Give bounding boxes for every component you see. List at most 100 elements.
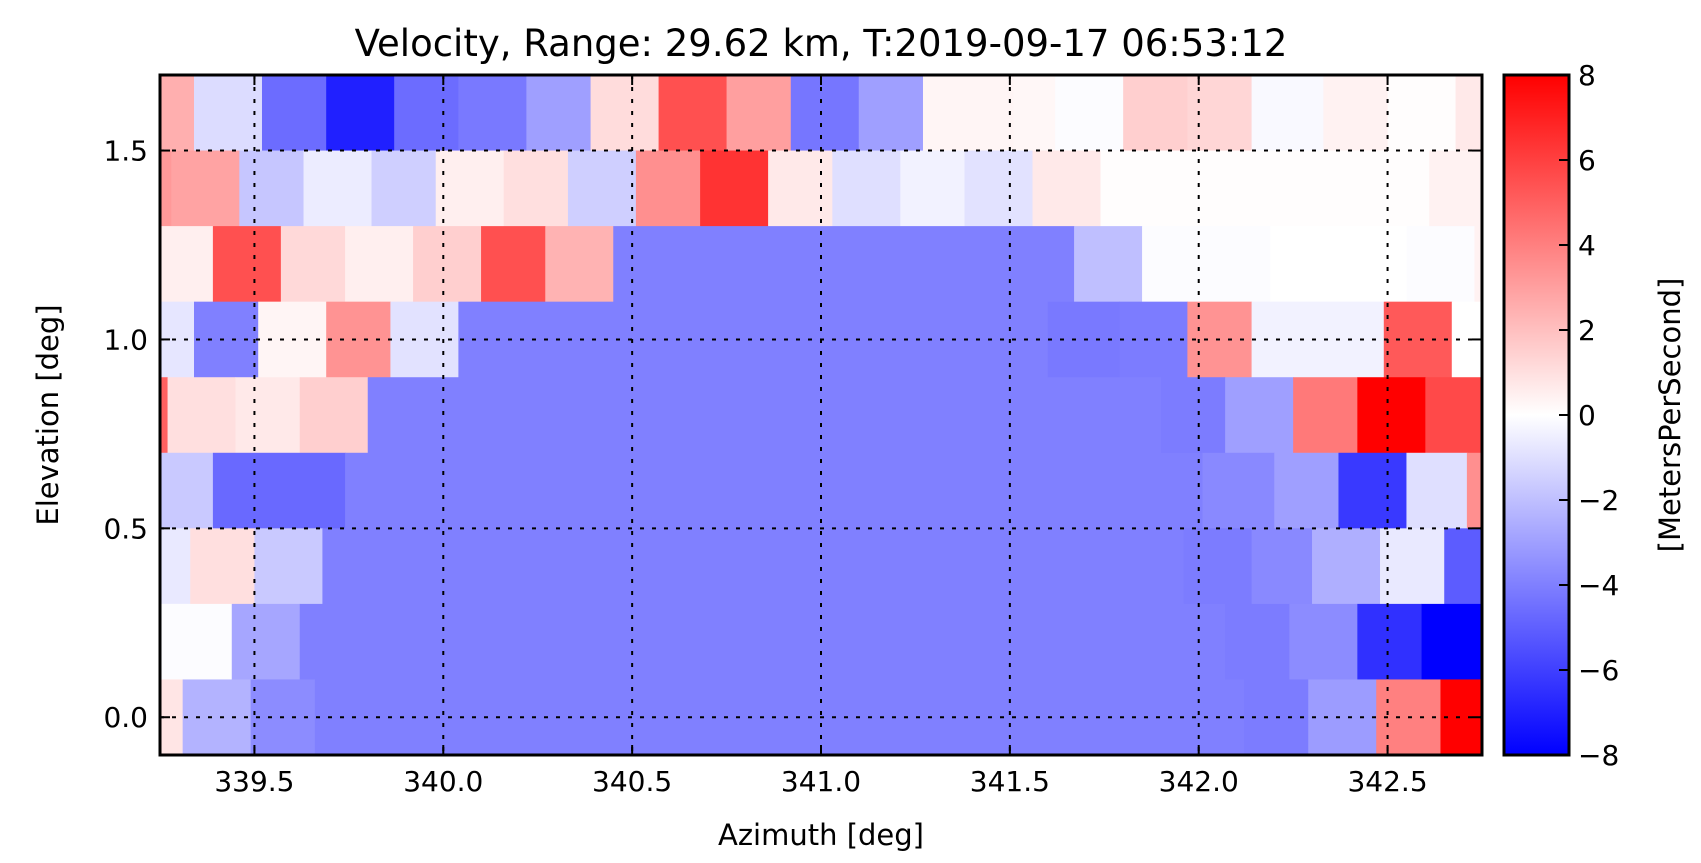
heatmap-cell: [1357, 377, 1426, 454]
heatmap-cell: [160, 75, 195, 152]
heatmap-cell: [503, 150, 569, 227]
heatmap-cell: [193, 301, 259, 378]
heatmap-cell: [1338, 452, 1407, 529]
heatmap-cell: [1293, 377, 1358, 454]
heatmap-cell: [458, 75, 527, 152]
heatmap-cell: [1444, 528, 1483, 605]
heatmap-cell: [303, 150, 373, 227]
heatmap-cell: [413, 226, 482, 303]
x-tick-label: 341.5: [970, 765, 1050, 798]
heatmap-cell: [235, 377, 301, 454]
colorbar-tick-label: −6: [1578, 654, 1619, 687]
heatmap-cell: [160, 150, 172, 227]
heatmap-cell: [435, 150, 505, 227]
heatmap-cell: [371, 150, 437, 227]
heatmap-cell: [1474, 226, 1483, 303]
heatmap-cell: [1455, 75, 1483, 152]
heatmap-cell: [900, 150, 966, 227]
x-tick-label: 342.0: [1159, 765, 1239, 798]
heatmap-cell: [1142, 226, 1271, 303]
heatmap-cell: [922, 75, 1015, 152]
heatmap-cell: [160, 452, 214, 529]
heatmap-cell: [1183, 528, 1253, 605]
heatmap-cell: [160, 377, 169, 454]
heatmap-cell: [726, 75, 792, 152]
colorbar-ticks: 8 6 4 2 0 −2 −4 −6 −8: [1559, 59, 1619, 772]
heatmap-cell: [1357, 603, 1423, 680]
heatmap-cell: [1383, 301, 1453, 378]
colorbar-tick-label: 6: [1578, 144, 1596, 177]
heatmap-cell: [1270, 226, 1407, 303]
heatmap-cell: [1013, 75, 1056, 152]
heatmap-cell: [1160, 377, 1226, 454]
heatmap-cell: [1466, 452, 1483, 529]
y-tick-label: 1.5: [103, 135, 148, 168]
heatmap-cell: [280, 226, 346, 303]
heatmap-cell: [367, 377, 1162, 454]
colorbar-tick-label: 4: [1578, 229, 1596, 262]
heatmap-cell: [1406, 452, 1468, 529]
colorbar-tick-label: −4: [1578, 569, 1619, 602]
heatmap-cell: [1074, 226, 1143, 303]
x-tick-label: 342.5: [1347, 765, 1427, 798]
heatmap-cell: [171, 150, 240, 227]
heatmap-cell: [1429, 150, 1483, 227]
heatmap-cell: [964, 150, 1034, 227]
heatmap-cell: [231, 603, 301, 680]
colorbar-tick-label: 2: [1578, 314, 1596, 347]
y-axis-label: Elevation [deg]: [31, 304, 65, 525]
heatmap-cell: [700, 150, 769, 227]
x-tick-label: 339.5: [214, 765, 294, 798]
heatmap-cell: [1387, 75, 1457, 152]
y-tick-label: 1.0: [103, 323, 148, 356]
heatmap-cell: [394, 75, 459, 152]
colorbar-tick-label: 0: [1578, 399, 1596, 432]
x-tick-label: 340.5: [592, 765, 672, 798]
heatmap-cell: [299, 603, 1226, 680]
heatmap-cell: [322, 528, 1185, 605]
x-tick-label: 340.0: [403, 765, 483, 798]
heatmap-cell: [345, 226, 414, 303]
heatmap-cell: [1123, 75, 1188, 152]
heatmap-cell: [314, 679, 1245, 756]
heatmap-cell: [1055, 75, 1124, 152]
x-tick-label: 341.0: [781, 765, 861, 798]
colorbar: [1502, 73, 1571, 757]
heatmap-cell: [160, 226, 214, 303]
y-tick-label: 0.5: [103, 512, 148, 545]
heatmap-cell: [1308, 679, 1377, 756]
heatmap-cell: [160, 528, 191, 605]
heatmap-cell: [167, 377, 237, 454]
heatmap-cell: [193, 75, 263, 152]
heatmap-cell: [1406, 226, 1475, 303]
heatmap-cell: [1100, 150, 1430, 227]
heatmap-cell: [345, 452, 1203, 529]
heatmap-cell: [858, 75, 924, 152]
heatmap-cell: [160, 679, 184, 756]
heatmap-cell: [299, 377, 369, 454]
heatmap-cell: [182, 679, 252, 756]
heatmap-cell: [326, 75, 395, 152]
heatmap-cell: [1251, 301, 1385, 378]
axis-ticks: 339.5 340.0 340.5 341.0 341.5 342.0 342.5 0.0 0.…: [103, 75, 1482, 798]
heatmap-cell: [160, 603, 233, 680]
heatmap-cell: [832, 150, 901, 227]
heatmap-cell: [261, 75, 327, 152]
colorbar-tick-label: −8: [1578, 739, 1619, 772]
heatmap-cell: [1225, 603, 1290, 680]
heatmap-cell: [1251, 75, 1324, 152]
heatmap-cell: [1187, 75, 1253, 152]
heatmap-cell: [567, 150, 637, 227]
chart-title: Velocity, Range: 29.62 km, T:2019-09-17 …: [355, 22, 1288, 65]
heatmap-cell: [254, 528, 323, 605]
colorbar-tick-label: −2: [1578, 484, 1619, 517]
heatmap-cell: [1425, 377, 1483, 454]
heatmap-cell: [190, 528, 255, 605]
heatmap-cell: [545, 226, 614, 303]
heatmap-cell: [1251, 528, 1313, 605]
heatmap-cell: [239, 150, 305, 227]
colorbar-label: [MetersPerSecond]: [1653, 278, 1687, 553]
heatmap-cell: [1312, 528, 1381, 605]
heatmap-cell: [768, 150, 833, 227]
heatmap-cell: [1289, 603, 1358, 680]
